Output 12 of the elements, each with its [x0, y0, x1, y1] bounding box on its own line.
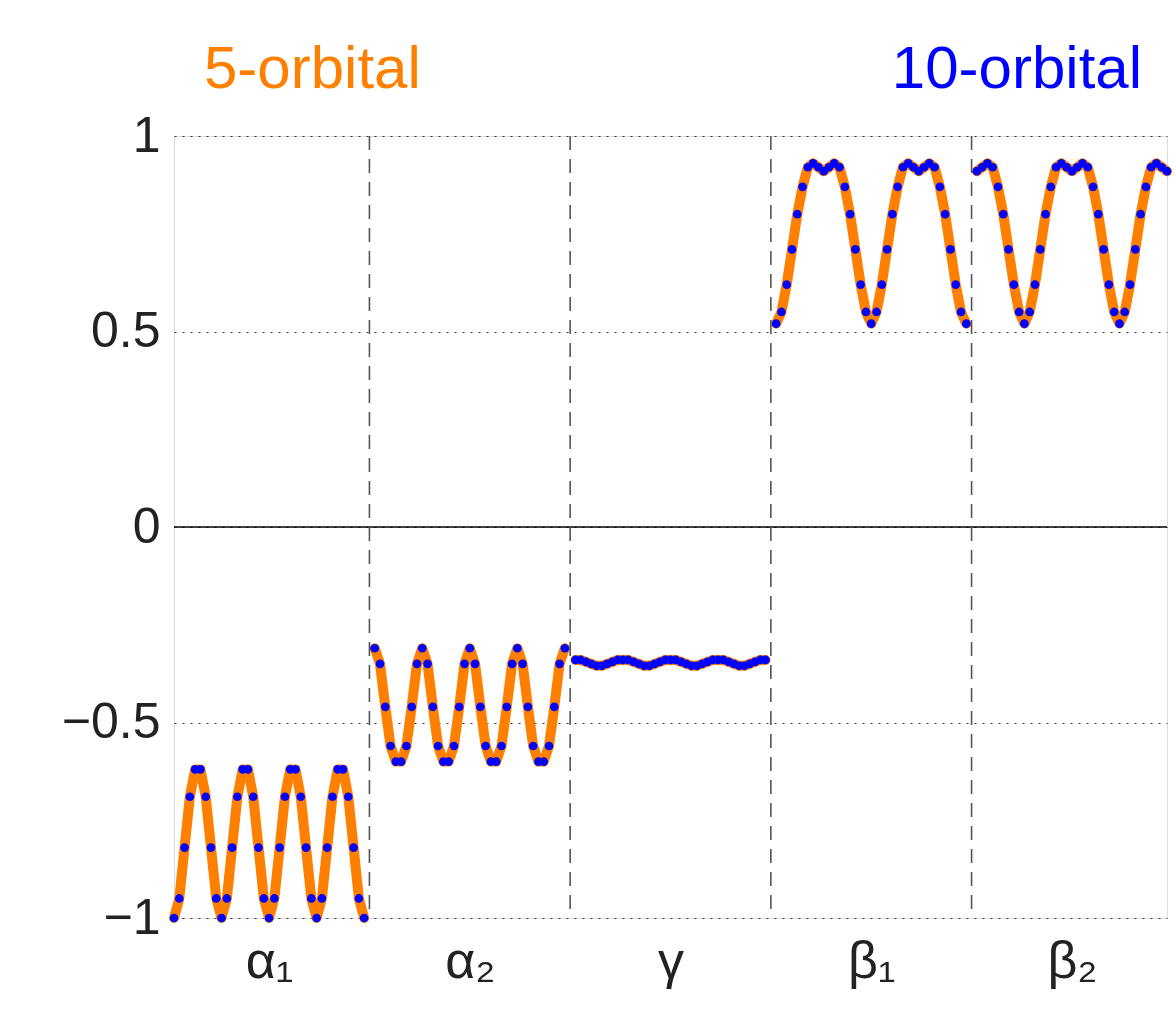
y-tick-label: 0.5	[90, 302, 161, 358]
y-tick-label: 0	[132, 497, 161, 554]
x-tick-label: γ	[658, 930, 684, 989]
series-label: 10-orbital	[891, 34, 1142, 101]
text: 5-orbital	[204, 34, 421, 101]
x-tick-label: α₂	[445, 930, 496, 989]
y-tick-label: −0.5	[61, 693, 161, 749]
y-tick-label: 1	[132, 106, 161, 163]
x-tick-label: β₂	[1047, 930, 1098, 989]
y-tick-label: −1	[103, 888, 161, 945]
x-tick-label: β₁	[847, 930, 896, 989]
x-tick-label: α₁	[245, 930, 294, 989]
